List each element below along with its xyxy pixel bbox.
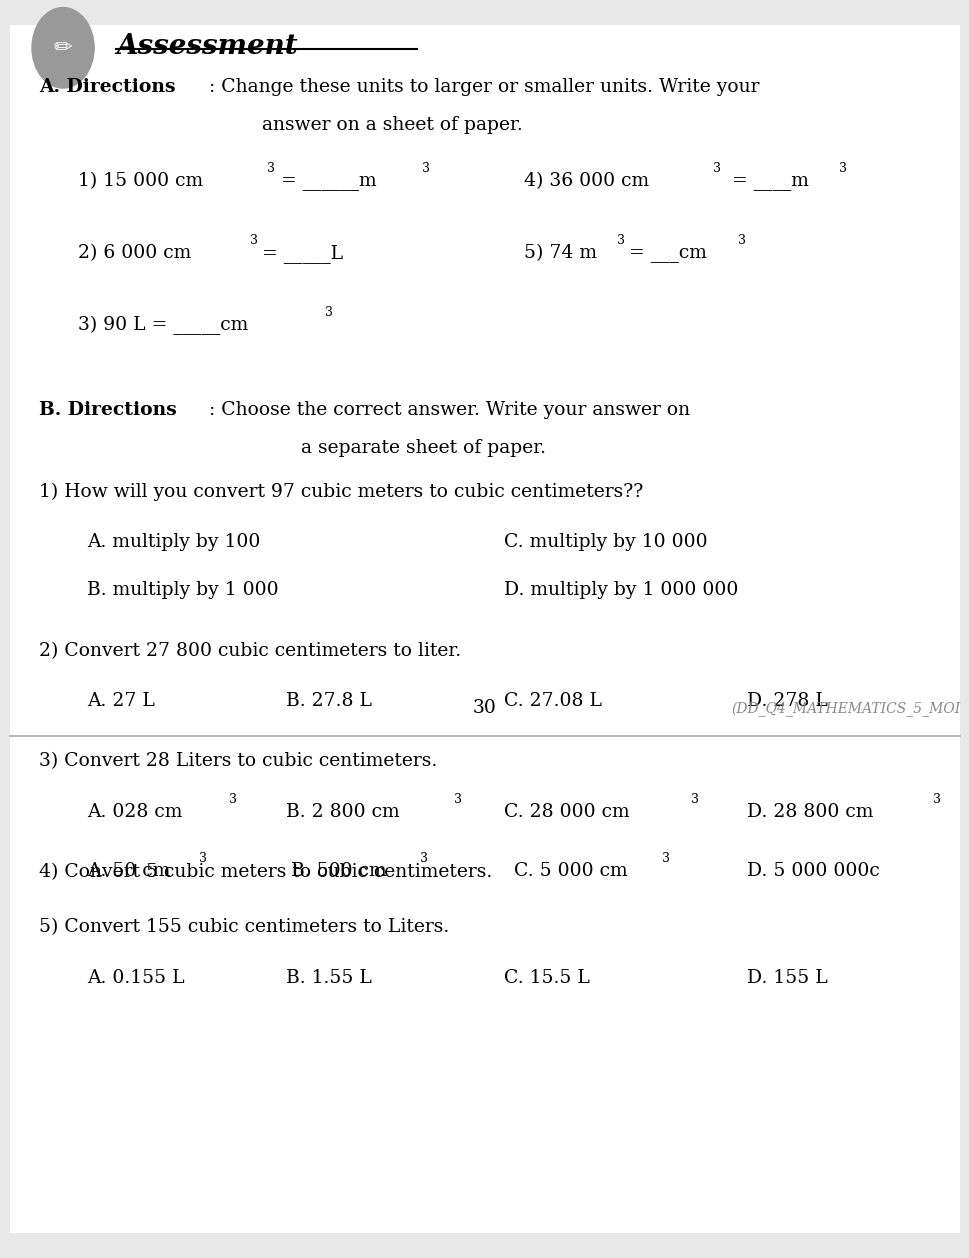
Text: C. 5 000 cm: C. 5 000 cm (514, 862, 627, 879)
FancyBboxPatch shape (10, 25, 959, 1233)
Text: 1) 15 000 cm: 1) 15 000 cm (78, 172, 203, 190)
Text: 4) 36 000 cm: 4) 36 000 cm (523, 172, 648, 190)
Text: D. 28 800 cm: D. 28 800 cm (746, 803, 872, 820)
Text: 3: 3 (932, 793, 940, 805)
Text: 3: 3 (737, 234, 745, 247)
Text: 3: 3 (199, 852, 206, 864)
Text: (DD_Q4_MATHEMATICS_5_MOI: (DD_Q4_MATHEMATICS_5_MOI (731, 702, 959, 717)
Text: 2) Convert 27 800 cubic centimeters to liter.: 2) Convert 27 800 cubic centimeters to l… (39, 642, 460, 659)
Text: A. 0.155 L: A. 0.155 L (87, 969, 185, 986)
Text: 3: 3 (420, 852, 427, 864)
Text: 3: 3 (712, 162, 720, 175)
Text: A. Directions: A. Directions (39, 78, 175, 96)
Text: = ______m: = ______m (281, 172, 377, 190)
Text: B. Directions: B. Directions (39, 401, 176, 419)
Text: A. multiply by 100: A. multiply by 100 (87, 533, 261, 551)
Text: 3) 90 L = _____cm: 3) 90 L = _____cm (78, 316, 248, 335)
Text: 3: 3 (616, 234, 624, 247)
Text: A. 50 cm: A. 50 cm (87, 862, 171, 879)
Text: : Choose the correct answer. Write your answer on: : Choose the correct answer. Write your … (208, 401, 689, 419)
Text: a separate sheet of paper.: a separate sheet of paper. (300, 439, 546, 457)
Text: B. multiply by 1 000: B. multiply by 1 000 (87, 581, 279, 599)
Text: 5) Convert 155 cubic centimeters to Liters.: 5) Convert 155 cubic centimeters to Lite… (39, 918, 449, 936)
Text: A. 27 L: A. 27 L (87, 692, 155, 710)
Text: : Change these units to larger or smaller units. Write your: : Change these units to larger or smalle… (208, 78, 759, 96)
Text: = ____m: = ____m (725, 172, 807, 190)
Text: B. 27.8 L: B. 27.8 L (286, 692, 372, 710)
Text: 2) 6 000 cm: 2) 6 000 cm (78, 244, 191, 262)
Text: 3: 3 (690, 793, 698, 805)
Text: C. 27.08 L: C. 27.08 L (504, 692, 602, 710)
Text: 1) How will you convert 97 cubic meters to cubic centimeters??: 1) How will you convert 97 cubic meters … (39, 483, 642, 502)
Text: C. 28 000 cm: C. 28 000 cm (504, 803, 630, 820)
Text: 3: 3 (266, 162, 274, 175)
Text: B. 1.55 L: B. 1.55 L (286, 969, 372, 986)
Text: 3) Convert 28 Liters to cubic centimeters.: 3) Convert 28 Liters to cubic centimeter… (39, 752, 437, 770)
Text: 30: 30 (473, 699, 496, 717)
Text: 3: 3 (453, 793, 461, 805)
Text: C. 15.5 L: C. 15.5 L (504, 969, 590, 986)
Text: D. 278 L: D. 278 L (746, 692, 827, 710)
Text: D. multiply by 1 000 000: D. multiply by 1 000 000 (504, 581, 738, 599)
Text: 3: 3 (325, 306, 332, 318)
Text: answer on a sheet of paper.: answer on a sheet of paper. (262, 116, 522, 133)
Text: = ___cm: = ___cm (628, 244, 705, 262)
Text: B. 500 cm: B. 500 cm (291, 862, 387, 879)
Text: 3: 3 (229, 793, 236, 805)
Text: Assessment: Assessment (116, 33, 297, 59)
Text: D. 5 000 000c: D. 5 000 000c (746, 862, 879, 879)
Text: 3: 3 (838, 162, 846, 175)
Text: B. 2 800 cm: B. 2 800 cm (286, 803, 399, 820)
Text: 4) Convert 5 cubic meters to cubic centimeters.: 4) Convert 5 cubic meters to cubic centi… (39, 863, 491, 881)
Text: 5) 74 m: 5) 74 m (523, 244, 596, 262)
Text: 3: 3 (250, 234, 258, 247)
Circle shape (32, 8, 94, 88)
Text: D. 155 L: D. 155 L (746, 969, 827, 986)
Text: ✏: ✏ (53, 38, 73, 58)
Text: 3: 3 (661, 852, 669, 864)
Text: 3: 3 (422, 162, 429, 175)
Text: = _____L: = _____L (262, 244, 343, 263)
Text: A. 028 cm: A. 028 cm (87, 803, 182, 820)
Text: C. multiply by 10 000: C. multiply by 10 000 (504, 533, 707, 551)
